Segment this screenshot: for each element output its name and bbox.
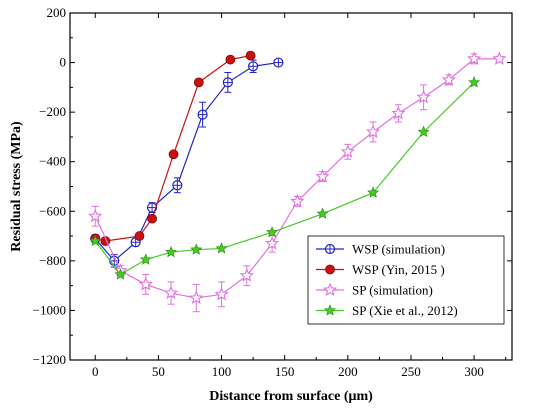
series-0	[90, 57, 284, 268]
data-point	[245, 50, 256, 61]
x-tick-label: 200	[338, 364, 358, 379]
y-axis-label: Residual stress (MPa)	[9, 121, 24, 252]
data-point	[189, 290, 204, 305]
series-line	[94, 61, 279, 262]
data-point	[315, 169, 330, 183]
data-point	[138, 276, 153, 291]
x-axis-label: Distance from surface (μm)	[209, 389, 373, 404]
x-tick-label: 300	[464, 364, 484, 379]
data-point	[88, 208, 103, 223]
data-point	[239, 268, 254, 282]
legend-label: SP (Xie et al., 2012)	[352, 303, 458, 318]
data-point	[468, 76, 481, 88]
data-point	[225, 54, 236, 65]
legend-marker	[322, 282, 338, 297]
data-point	[168, 149, 179, 160]
series-line	[95, 55, 251, 242]
legend-marker	[324, 304, 336, 316]
data-point	[316, 207, 329, 219]
data-point	[417, 125, 430, 138]
y-tick-label: −800	[39, 253, 66, 268]
data-point	[467, 51, 482, 65]
data-point	[89, 234, 102, 247]
data-point	[290, 193, 305, 208]
data-point	[147, 213, 157, 224]
series-1	[90, 50, 256, 246]
legend-box	[307, 235, 505, 325]
y-tick-label: −1200	[33, 352, 66, 367]
data-point	[215, 242, 228, 254]
data-point	[340, 144, 355, 158]
data-point	[193, 77, 204, 88]
data-point	[366, 124, 381, 138]
data-point	[248, 61, 259, 72]
data-point	[165, 245, 178, 258]
y-tick-label: −200	[39, 104, 66, 119]
data-point	[172, 180, 183, 191]
series-group	[88, 50, 507, 313]
data-point	[266, 226, 279, 238]
legend-marker	[325, 264, 335, 275]
data-point	[197, 109, 208, 120]
x-tick-label: 100	[212, 364, 232, 379]
y-tick-label: −400	[39, 154, 66, 169]
data-point	[391, 105, 406, 120]
legend-marker	[324, 243, 336, 255]
legend-label: SP (simulation)	[352, 283, 433, 298]
data-point	[139, 253, 152, 265]
y-tick-label: 0	[60, 55, 67, 70]
data-point	[114, 268, 127, 280]
data-point	[492, 51, 507, 65]
y-tick-label: −1000	[33, 302, 66, 317]
x-tick-label: 150	[275, 364, 295, 379]
data-point	[190, 243, 203, 255]
legend-label: WSP (Yin, 2015 )	[352, 262, 445, 277]
data-point	[222, 77, 233, 88]
y-tick-label: −600	[39, 203, 66, 218]
axis-ticks: 200 0 −200 −400 −600 −800 −1000 −1200 0 50 100 150 2…	[33, 5, 512, 379]
legend-label: WSP (simulation)	[352, 242, 445, 257]
data-point	[441, 72, 456, 86]
data-point	[134, 231, 145, 241]
y-tick-label: 200	[47, 5, 67, 20]
data-point	[214, 286, 229, 301]
data-point	[163, 285, 179, 300]
data-point	[273, 57, 284, 68]
data-point	[146, 202, 158, 213]
legend: WSP (simulation) WSP (Yin, 2015 ) SP (simu…	[307, 235, 505, 325]
x-tick-label: 250	[401, 364, 421, 379]
x-tick-label: 0	[92, 364, 99, 379]
x-tick-label: 50	[152, 364, 165, 379]
data-point	[367, 186, 380, 198]
series-3	[89, 76, 481, 280]
data-point	[264, 236, 280, 250]
data-point	[416, 89, 431, 104]
